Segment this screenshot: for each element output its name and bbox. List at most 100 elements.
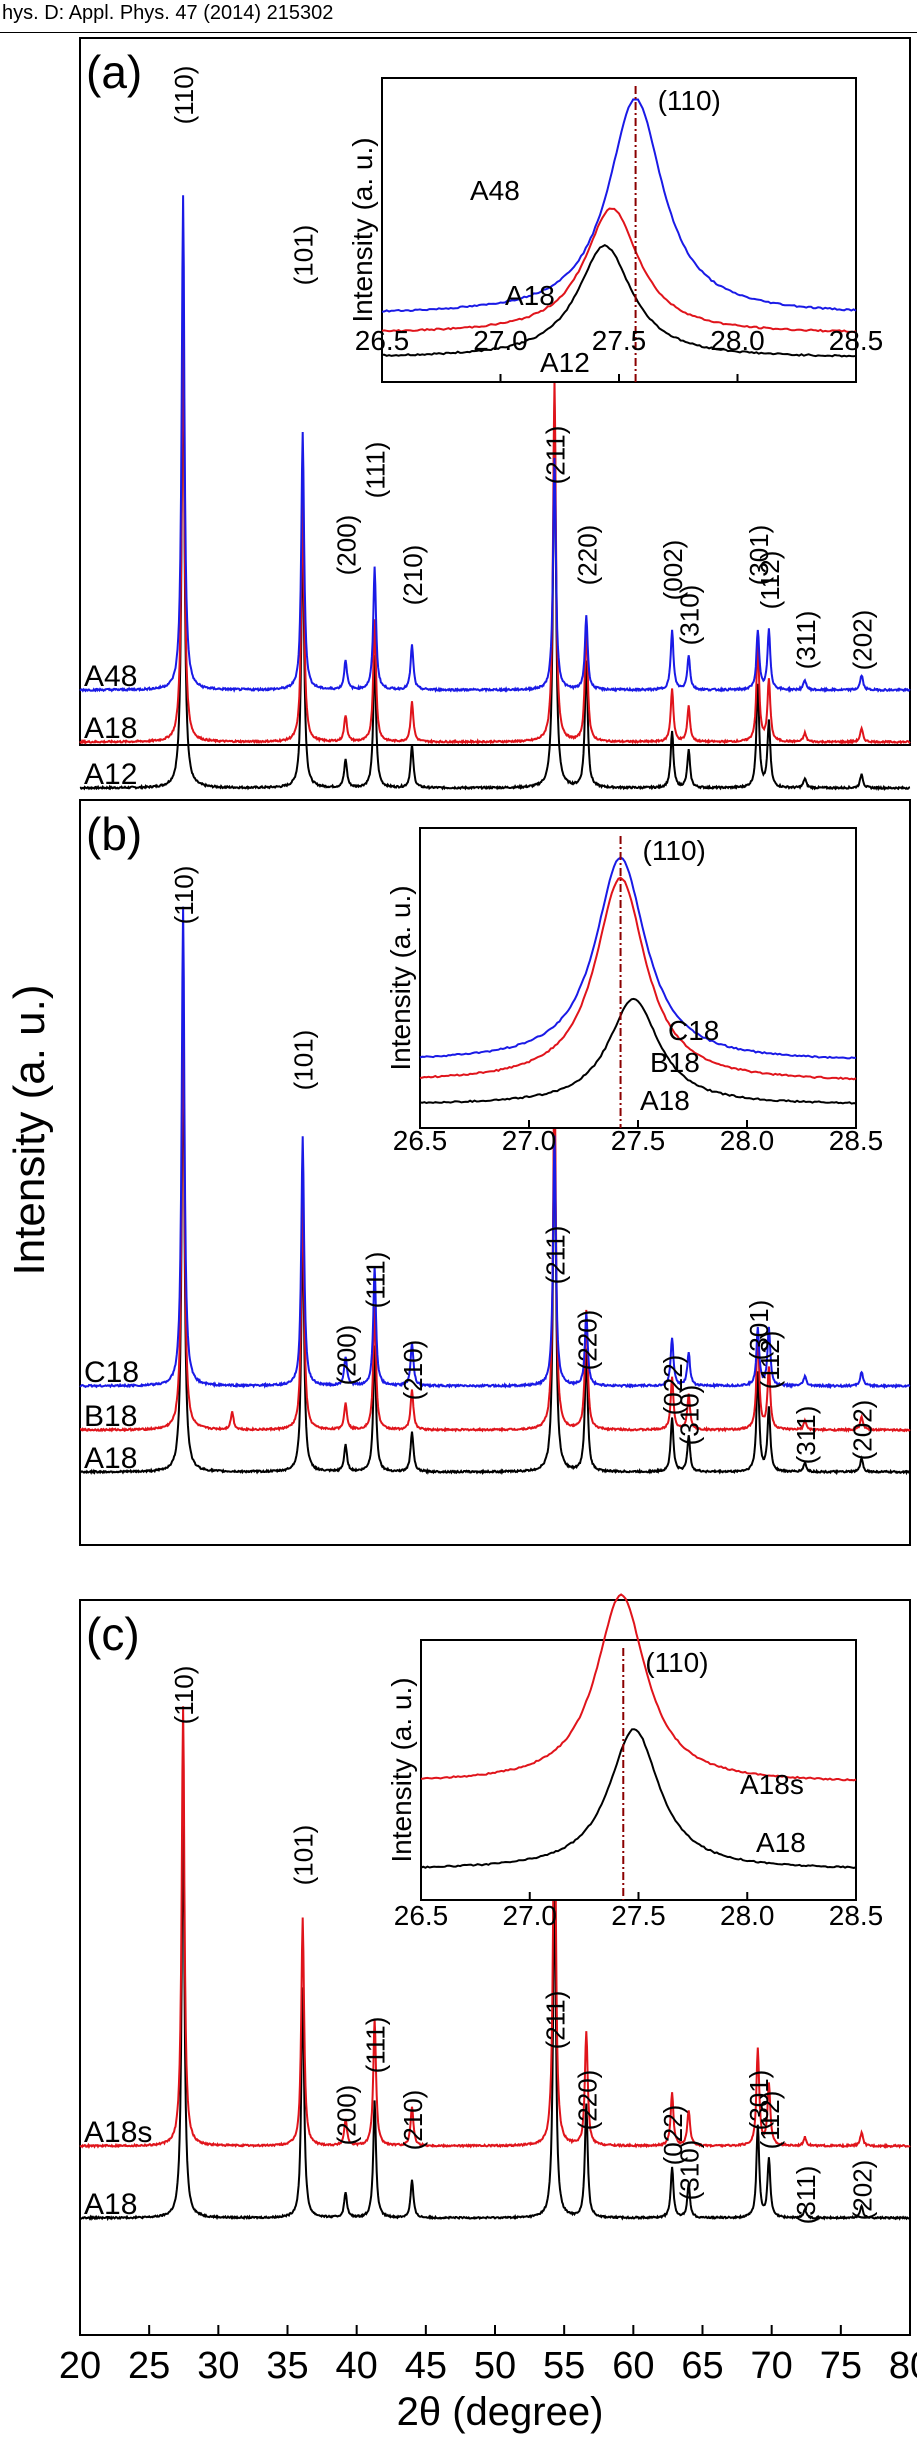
x-tick-label: 25 xyxy=(128,2345,170,2387)
peak-label: (311) xyxy=(791,2166,821,2225)
inset-series-label-A18: A18 xyxy=(640,1085,690,1116)
inset-series-A18 xyxy=(420,1728,857,1870)
inset-tick-label: 27.0 xyxy=(503,1900,558,1931)
series-B18 xyxy=(79,990,911,1433)
panel-label: (a) xyxy=(86,46,142,98)
series-C18 xyxy=(79,906,911,1390)
inset-tick-label: 28.5 xyxy=(829,325,884,356)
series-A18 xyxy=(79,315,911,745)
peak-label: (220) xyxy=(572,525,602,586)
series-A48 xyxy=(79,195,911,694)
peak-label: (202) xyxy=(848,610,878,671)
x-tick-label: 70 xyxy=(751,2345,793,2387)
x-tick-label: 55 xyxy=(543,2345,585,2387)
inset-series-A18 xyxy=(381,207,857,334)
inset-tick-label: 27.0 xyxy=(473,325,528,356)
page-header: hys. D: Appl. Phys. 47 (2014) 215302 xyxy=(0,0,917,33)
inset-frame xyxy=(420,1639,857,1901)
x-tick-label: 20 xyxy=(59,2345,101,2387)
panel-c: (c) A18 A18s (110) (101) (200) (111)(210) (211)… xyxy=(79,1593,911,2336)
inset-series-A12 xyxy=(382,243,857,358)
x-tick-label: 45 xyxy=(405,2345,447,2387)
inset-tick-label: 27.5 xyxy=(592,325,647,356)
inset-y-axis-label: Intensity (a. u.) xyxy=(386,1677,417,1862)
x-tick-label: 50 xyxy=(474,2345,516,2387)
peak-label: (220) xyxy=(572,2070,602,2131)
peak-label: (310) xyxy=(675,1385,705,1446)
peak-label: (211) xyxy=(540,426,570,485)
peak-label: (110) xyxy=(169,66,199,125)
inset-frame xyxy=(419,827,857,1129)
inset-peak-label: (110) xyxy=(645,1647,708,1678)
peak-label: (101) xyxy=(289,225,319,286)
series-A18 xyxy=(79,1022,911,1476)
inset-series-label-A18: A18 xyxy=(756,1827,806,1858)
panel-b: (b)A18B18C18(110)(101)(200)(111)(210)(21… xyxy=(79,799,911,1546)
peak-label: (310) xyxy=(675,585,705,646)
peak-label: (210) xyxy=(398,2090,428,2151)
peak-label: (110) xyxy=(169,866,199,925)
series-label-B18: B18 xyxy=(84,1400,137,1433)
inset-b: (110) Intensity (a. u.) 26.5 27.0 27.5 28.0 28… xyxy=(385,827,884,1156)
series-label-A18: A18 xyxy=(84,712,137,745)
inset-c: (110) Intensity (a. u.) 26.5 27.0 27.5 28.0 28… xyxy=(386,1593,884,1931)
panel-a: (a) A12 A18 A48 (110) (101) (200) (111) (210) (21… xyxy=(79,37,911,792)
inset-tick-label: 27.5 xyxy=(611,1900,666,1931)
x-tick-label: 60 xyxy=(612,2345,654,2387)
panel-label: (c) xyxy=(86,1608,140,1660)
x-tick-label: 75 xyxy=(820,2345,862,2387)
inset-tick-label: 26.5 xyxy=(393,1125,448,1156)
peak-label: (301) xyxy=(744,2070,774,2131)
peak-label: (202) xyxy=(848,2160,878,2221)
series-label-A18s: A18s xyxy=(84,2116,152,2149)
inset-series-label-A18: A18 xyxy=(505,280,555,311)
inset-tick-label: 28.5 xyxy=(829,1900,884,1931)
x-tick-label: 40 xyxy=(336,2345,378,2387)
inset-tick-label: 28.5 xyxy=(829,1125,884,1156)
citation-text: hys. D: Appl. Phys. 47 (2014) 215302 xyxy=(2,2,334,24)
peak-label: (210) xyxy=(398,545,428,606)
inset-y-axis-label: Intensity (a. u.) xyxy=(347,137,378,322)
inset-tick-label: 28.0 xyxy=(720,1900,775,1931)
series-label-A18: A18 xyxy=(84,1442,137,1475)
inset-peak-label: (110) xyxy=(643,835,706,866)
series-label-A18: A18 xyxy=(84,2188,137,2221)
peak-label: (200) xyxy=(332,515,362,576)
peak-label: (112) xyxy=(755,551,785,610)
y-axis-label: Intensity (a. u.) xyxy=(5,984,54,1275)
peak-label: (210) xyxy=(398,1340,428,1401)
peak-label: (200) xyxy=(332,1325,362,1386)
inset-tick-label: 26.5 xyxy=(394,1900,449,1931)
series-label-A48: A48 xyxy=(84,660,137,693)
inset-series-B18 xyxy=(419,876,857,1081)
x-tick-label: 65 xyxy=(681,2345,723,2387)
inset-peak-label: (110) xyxy=(658,85,721,116)
peak-label: (311) xyxy=(791,1406,821,1465)
inset-series-label-A12: A12 xyxy=(540,347,590,378)
peak-label: (022) xyxy=(658,1355,688,1416)
inset-frame xyxy=(381,77,857,383)
inset-series-A18s xyxy=(420,1593,857,1782)
inset-tick-label: 26.5 xyxy=(355,325,410,356)
peak-label: (111) xyxy=(361,1252,391,1309)
peak-label: (301) xyxy=(744,1300,774,1361)
inset-series-label-C18: C18 xyxy=(668,1015,719,1046)
x-axis-label: 2θ (degree) xyxy=(397,2390,604,2434)
peak-label: (202) xyxy=(848,1400,878,1461)
peak-label: (002) xyxy=(658,540,688,601)
inset-series-label-B18: B18 xyxy=(650,1047,700,1078)
x-tick-label: 80 xyxy=(889,2345,917,2387)
panel-frame xyxy=(79,37,911,746)
inset-tick-label: 27.5 xyxy=(611,1125,666,1156)
inset-series-A48 xyxy=(381,98,857,313)
inset-tick-label: 28.0 xyxy=(720,1125,775,1156)
peak-label: (101) xyxy=(289,1030,319,1091)
series-label-A12: A12 xyxy=(84,758,137,791)
peak-label: (022) xyxy=(658,2105,688,2166)
peak-label: (111) xyxy=(361,2017,391,2074)
peak-label: (311) xyxy=(791,611,821,670)
inset-tick-label: 28.0 xyxy=(710,325,765,356)
series-label-C18: C18 xyxy=(84,1356,139,1389)
peak-label: (101) xyxy=(289,1825,319,1886)
